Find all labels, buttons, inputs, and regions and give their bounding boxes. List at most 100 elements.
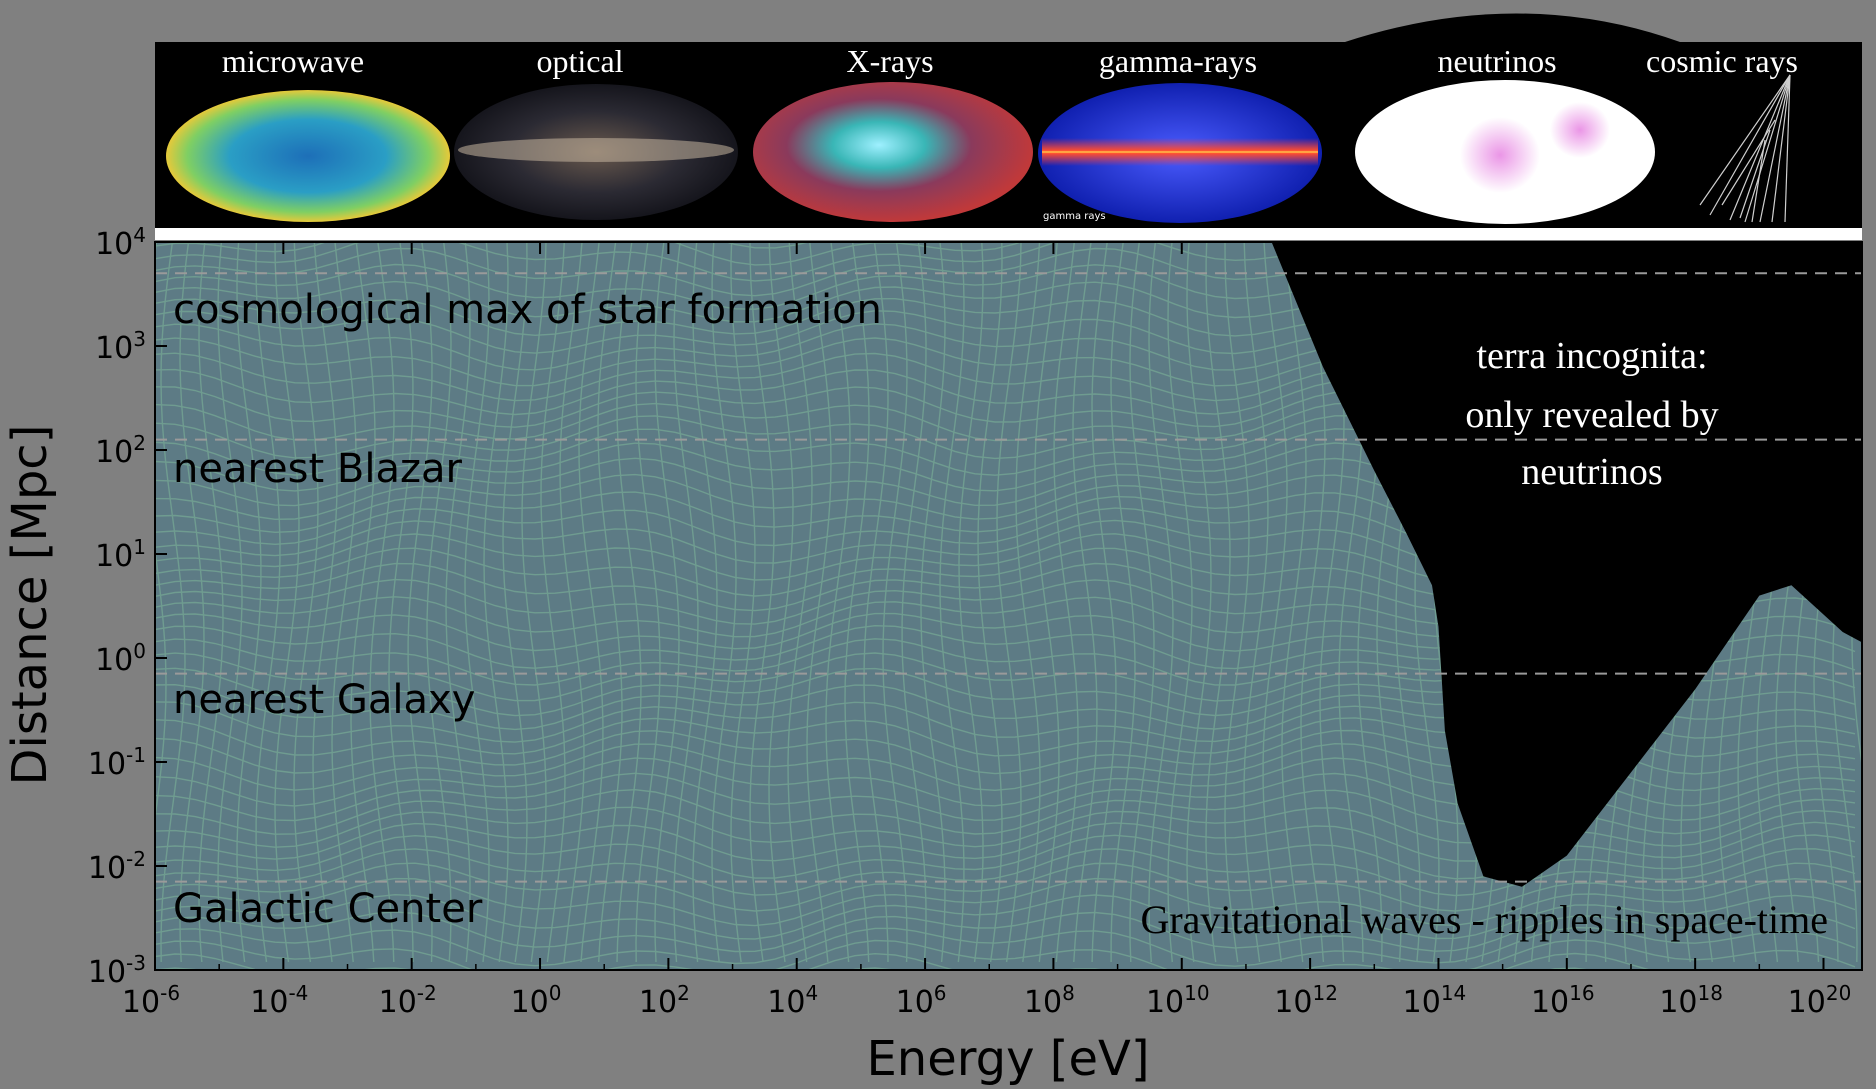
mesh-line [1072,242,1098,963]
mesh-line [863,242,889,963]
mesh-line [844,242,870,963]
mesh-line [692,242,718,963]
x-tick-label: 1020 [1788,981,1852,1020]
y-tick-label: 102 [95,431,146,470]
x-axis-ticks: 10-6 10-4 10-2 100 102 104 106 108 1010 1012 1014 1… [122,242,1851,1020]
mesh-line [1186,242,1212,963]
y-axis-title: Distance [Mpc] [2,425,58,786]
mesh-line [616,242,642,963]
mesh-line [1053,242,1079,963]
mesh-line [155,926,1856,967]
reference-label: nearest Blazar [173,446,462,492]
mesh-line [1034,242,1060,963]
mesh-line [996,242,1022,963]
x-tick-label: 10-4 [250,981,308,1020]
banner-label: gamma-rays [1099,43,1257,79]
reference-label: nearest Galaxy [173,677,475,723]
banner-labels: microwave optical X-rays gamma-rays neutrino… [222,43,1798,79]
mesh-line [331,242,357,963]
banner-label: X-rays [846,43,933,79]
y-tick-label: 104 [95,223,146,262]
mesh-line [445,242,471,963]
mesh-line [1015,242,1041,963]
mesh-line [787,242,813,963]
mesh-line [155,834,1856,880]
mesh-line [426,242,452,963]
mesh-line [1224,242,1250,963]
reference-labels: cosmological max of star formation neares… [173,287,882,932]
mesh-line [1871,242,1876,962]
x-axis-title: Energy [eV] [866,1031,1149,1087]
mesh-line [255,242,281,963]
mesh-line [155,893,1856,940]
mesh-line [179,242,205,963]
cosmic-ray-shower-icon [1699,74,1791,223]
y-tick-label: 101 [95,535,146,574]
mesh-line [155,911,1856,953]
mesh-line [1148,242,1174,963]
mesh-line [825,242,851,963]
mesh-line [1129,242,1155,963]
mesh-line [1205,242,1231,963]
y-axis-ticks: 104 103 102 101 100 10-1 10-2 10-3 [88,223,167,990]
mesh-line [673,242,699,963]
x-tick-label: 10-6 [122,981,180,1020]
mesh-line [521,242,547,963]
mesh-line [1167,242,1193,963]
mesh-line [901,242,927,963]
x-tick-label: 1010 [1146,981,1210,1020]
mesh-line [578,242,604,963]
x-tick-label: 100 [511,981,562,1020]
mesh-line [155,939,1856,970]
mesh-line [155,848,1856,897]
mesh-line [464,242,490,963]
mesh-line [958,242,984,963]
neutrino-hotspot [1460,117,1540,193]
mesh-line [388,242,414,963]
x-tick-label: 1012 [1274,981,1338,1020]
xray-sky-map [753,82,1033,222]
neutrino-hotspot [1550,102,1610,158]
y-tick-label: 100 [95,639,146,678]
plot-frame [154,241,1863,971]
microwave-sky-map [166,90,450,222]
gamma-galactic-plane [1042,138,1318,166]
mesh-line [155,952,1800,970]
mesh-line [155,242,167,824]
mesh-line [274,242,300,963]
mesh-line [1243,242,1269,963]
banner-label: neutrinos [1437,43,1556,79]
banner-divider [155,228,1862,240]
x-tick-label: 108 [1024,981,1075,1020]
mesh-line [939,242,965,963]
mesh-line [749,242,775,963]
mesh-line [350,242,376,963]
y-tick-label: 103 [95,327,146,366]
gamma-caption: gamma rays [1043,211,1106,222]
mesh-line [1281,242,1307,963]
banner-label: microwave [222,43,364,79]
mesh-line [920,242,946,963]
mesh-line [1110,242,1136,962]
mesh-line [483,242,509,963]
x-tick-label: 102 [639,981,690,1020]
x-tick-label: 1016 [1531,981,1595,1020]
terra-label-line-1: terra incognita: [1476,335,1707,377]
banner-label: cosmic rays [1646,43,1798,79]
mesh-line [407,242,433,963]
mesh-line [1300,242,1326,963]
mesh-line [160,242,186,963]
mesh-line [806,242,832,963]
mesh-line [654,242,680,963]
mesh-line [768,242,794,963]
mesh-line [711,242,737,963]
mesh-line [730,242,756,963]
x-tick-label: 10-2 [379,981,437,1020]
mesh-line [293,242,319,963]
optical-milky-way-band [458,138,734,162]
mesh-line [369,242,395,963]
terra-incognita-region [1271,242,1862,887]
mesh-line [198,242,224,963]
mesh-line [1262,242,1288,963]
